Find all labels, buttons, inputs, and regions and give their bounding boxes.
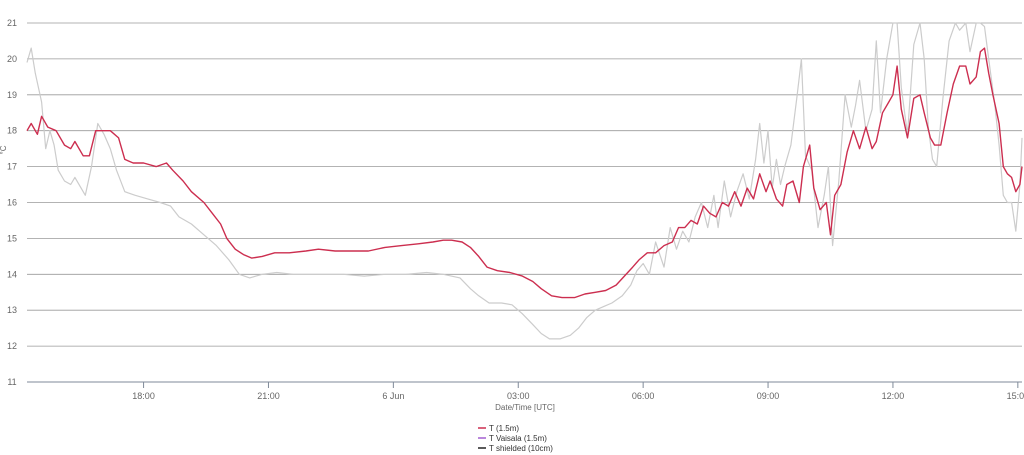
x-tick-label: 21:00	[257, 391, 280, 401]
x-ticks: 18:00 21:00 6 Jun 03:00 06:00 09:00 12:00 15:00	[132, 382, 1024, 401]
series-line-3	[26, 22, 1023, 340]
y-axis-title: °C	[0, 145, 8, 154]
x-axis-title: Date/Time [UTC]	[495, 403, 555, 412]
y-tick-label: 16	[7, 198, 17, 208]
y-tick-label: 12	[7, 341, 17, 351]
y-tick-label: 21	[7, 18, 17, 28]
legend-label: T Vaisala (1.5m)	[489, 434, 547, 443]
y-tick-label: 18	[7, 126, 17, 136]
x-tick-label: 15:00	[1007, 391, 1024, 401]
y-tick-label: 17	[7, 162, 17, 172]
y-tick-label: 15	[7, 233, 17, 243]
y-tick-label: 14	[7, 269, 17, 279]
y-tick-label: 11	[7, 377, 16, 387]
y-tick-label: 13	[7, 305, 17, 315]
x-tick-label: 12:00	[882, 391, 905, 401]
grid-lines	[27, 22, 1022, 347]
x-tick-label: 03:00	[507, 391, 530, 401]
legend-label: T shielded (10cm)	[489, 444, 553, 453]
y-tick-label: 20	[7, 54, 17, 64]
series-lines	[26, 22, 1023, 340]
x-tick-label: 18:00	[132, 391, 155, 401]
y-tick-label: 19	[7, 90, 17, 100]
x-tick-label: 09:00	[757, 391, 780, 401]
legend-item-0[interactable]: T (1.5m)	[478, 424, 519, 433]
legend[interactable]: T (1.5m)T Vaisala (1.5m)T shielded (10cm…	[478, 424, 553, 453]
legend-item-1[interactable]: T Vaisala (1.5m)	[478, 434, 547, 443]
legend-label: T (1.5m)	[489, 424, 519, 433]
series-line-0	[26, 47, 1023, 299]
x-tick-label: 06:00	[632, 391, 655, 401]
legend-item-2[interactable]: T shielded (10cm)	[478, 444, 553, 453]
x-tick-label: 6 Jun	[382, 391, 404, 401]
y-tick-labels: 11 12 13 14 15 16 17 18 19 20 21	[7, 18, 17, 387]
